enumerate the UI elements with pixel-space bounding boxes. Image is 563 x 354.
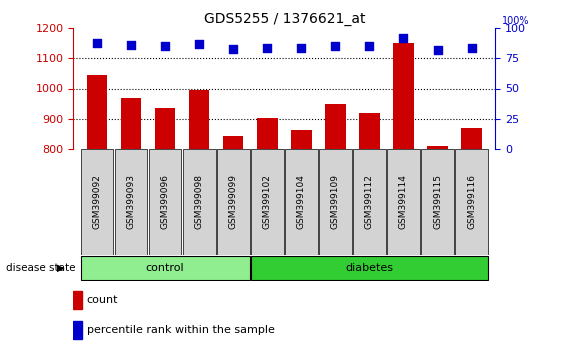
FancyBboxPatch shape bbox=[251, 256, 488, 280]
Text: percentile rank within the sample: percentile rank within the sample bbox=[87, 325, 275, 335]
Point bbox=[127, 42, 136, 48]
Bar bbox=[462, 128, 482, 149]
FancyBboxPatch shape bbox=[183, 149, 216, 255]
Text: GSM399104: GSM399104 bbox=[297, 174, 306, 229]
Point bbox=[92, 40, 101, 46]
FancyBboxPatch shape bbox=[251, 149, 284, 255]
Text: GSM399114: GSM399114 bbox=[399, 174, 408, 229]
Point bbox=[297, 45, 306, 50]
Bar bbox=[427, 146, 448, 149]
Point bbox=[399, 35, 408, 41]
FancyBboxPatch shape bbox=[319, 149, 352, 255]
FancyBboxPatch shape bbox=[115, 149, 148, 255]
Text: count: count bbox=[87, 295, 118, 305]
Title: GDS5255 / 1376621_at: GDS5255 / 1376621_at bbox=[204, 12, 365, 26]
Text: GSM399109: GSM399109 bbox=[331, 174, 340, 229]
FancyBboxPatch shape bbox=[387, 149, 420, 255]
Bar bbox=[223, 136, 243, 149]
FancyBboxPatch shape bbox=[455, 149, 488, 255]
Text: ▶: ▶ bbox=[57, 263, 65, 273]
FancyBboxPatch shape bbox=[421, 149, 454, 255]
Point bbox=[331, 44, 340, 49]
Text: GSM399115: GSM399115 bbox=[433, 174, 442, 229]
Text: GSM399096: GSM399096 bbox=[160, 174, 169, 229]
Point bbox=[263, 45, 272, 50]
Point bbox=[467, 45, 476, 50]
Text: GSM399093: GSM399093 bbox=[127, 174, 136, 229]
FancyBboxPatch shape bbox=[81, 149, 113, 255]
Text: GSM399092: GSM399092 bbox=[92, 174, 101, 229]
FancyBboxPatch shape bbox=[149, 149, 181, 255]
Point bbox=[365, 44, 374, 49]
Text: GSM399099: GSM399099 bbox=[229, 174, 238, 229]
Bar bbox=[394, 44, 414, 149]
Text: control: control bbox=[146, 263, 185, 273]
Point bbox=[433, 47, 442, 53]
Point bbox=[160, 44, 169, 49]
FancyBboxPatch shape bbox=[217, 149, 249, 255]
Bar bbox=[155, 108, 175, 149]
Text: disease state: disease state bbox=[6, 263, 75, 273]
Point bbox=[229, 46, 238, 52]
Point bbox=[195, 41, 204, 47]
Text: diabetes: diabetes bbox=[346, 263, 394, 273]
Bar bbox=[359, 113, 379, 149]
Bar bbox=[73, 291, 83, 309]
Bar bbox=[325, 104, 346, 149]
Bar bbox=[73, 321, 83, 339]
Text: GSM399116: GSM399116 bbox=[467, 174, 476, 229]
Bar bbox=[189, 90, 209, 149]
Text: GSM399112: GSM399112 bbox=[365, 174, 374, 229]
FancyBboxPatch shape bbox=[81, 256, 249, 280]
Bar bbox=[121, 98, 141, 149]
Bar bbox=[87, 75, 107, 149]
Bar bbox=[257, 118, 278, 149]
FancyBboxPatch shape bbox=[353, 149, 386, 255]
Text: 100%: 100% bbox=[502, 16, 529, 26]
Text: GSM399098: GSM399098 bbox=[195, 174, 204, 229]
FancyBboxPatch shape bbox=[285, 149, 318, 255]
Bar bbox=[291, 130, 311, 149]
Text: GSM399102: GSM399102 bbox=[263, 174, 272, 229]
